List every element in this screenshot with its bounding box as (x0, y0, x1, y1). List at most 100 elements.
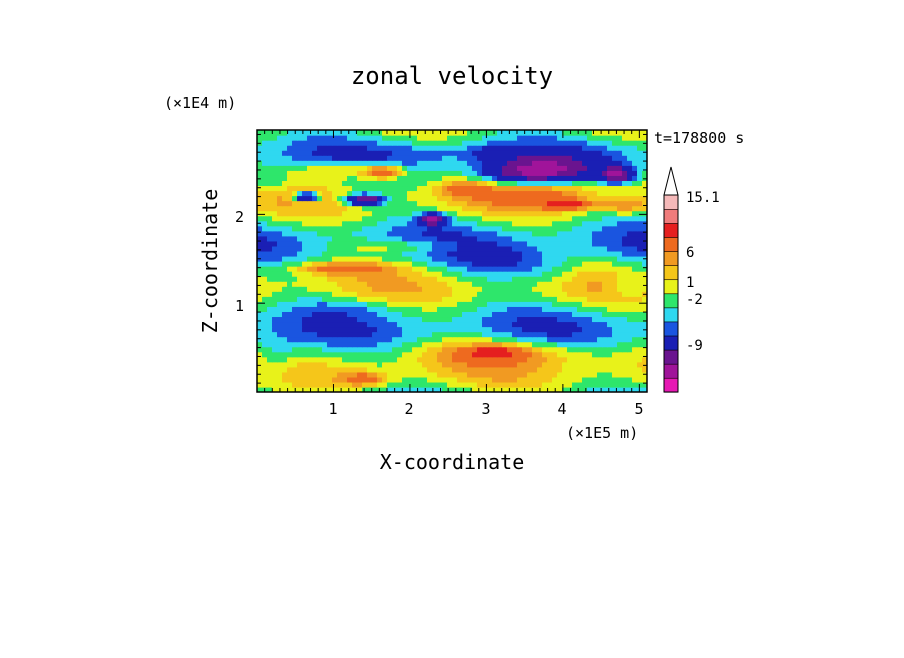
field-cell (512, 341, 518, 348)
field-cell (627, 220, 633, 227)
field-cell (627, 230, 633, 237)
field-cell (387, 225, 393, 232)
field-cell (307, 381, 313, 388)
field-cell (462, 175, 468, 181)
field-cell (287, 311, 293, 318)
field-cell (502, 336, 508, 343)
field-cell (322, 356, 328, 363)
field-cell (537, 190, 543, 197)
field-cell (297, 311, 303, 318)
field-cell (427, 225, 433, 232)
field-cell (562, 185, 568, 192)
field-cell (507, 311, 513, 318)
field-cell (502, 200, 508, 207)
field-cell (352, 255, 358, 262)
field-cell (522, 351, 528, 358)
field-cell (342, 145, 348, 151)
field-cell (392, 190, 398, 197)
field-cell (552, 225, 558, 232)
field-cell (517, 311, 523, 318)
field-cell (467, 250, 473, 257)
x-multiplier-label: (×1E5 m) (566, 424, 638, 442)
field-cell (382, 200, 388, 207)
field-cell (547, 371, 553, 378)
field-cell (437, 261, 443, 267)
field-cell (287, 210, 293, 217)
field-cell (427, 331, 433, 338)
field-cell (357, 376, 363, 383)
field-cell (547, 205, 553, 212)
field-cell (287, 276, 293, 282)
field-cell (507, 266, 513, 272)
field-cell (447, 190, 453, 197)
field-cell (462, 321, 468, 328)
field-cell (597, 155, 603, 161)
field-cell (412, 210, 418, 217)
field-cell (347, 185, 353, 192)
field-cell (622, 240, 628, 247)
field-cell (312, 250, 318, 257)
field-cell (527, 215, 533, 222)
field-cell (297, 346, 303, 353)
field-cell (592, 195, 598, 202)
field-cell (337, 321, 343, 328)
field-cell (302, 311, 308, 318)
field-cell (387, 150, 393, 156)
field-cell (352, 170, 358, 176)
field-cell (427, 220, 433, 227)
field-cell (397, 195, 403, 202)
field-cell (287, 376, 293, 383)
field-cell (477, 245, 483, 252)
field-cell (557, 130, 563, 136)
field-cell (322, 371, 328, 378)
field-cell (627, 261, 633, 267)
field-cell (477, 266, 483, 272)
field-cell (597, 240, 603, 247)
field-cell (447, 331, 453, 338)
field-cell (287, 281, 293, 287)
field-cell (512, 255, 518, 262)
field-cell (392, 175, 398, 181)
field-cell (552, 371, 558, 378)
field-cell (602, 225, 608, 232)
field-cell (632, 386, 638, 392)
field-cell (397, 356, 403, 363)
field-cell (632, 160, 638, 166)
field-cell (622, 296, 628, 302)
field-cell (417, 371, 423, 378)
field-cell (377, 356, 383, 363)
field-cell (602, 321, 608, 328)
field-cell (512, 356, 518, 363)
field-cell (572, 240, 578, 247)
field-cell (447, 140, 453, 146)
field-cell (532, 165, 538, 171)
field-cell (522, 371, 528, 378)
field-cell (292, 210, 298, 217)
field-cell (342, 215, 348, 222)
field-cell (382, 175, 388, 181)
field-cell (602, 301, 608, 307)
field-cell (457, 271, 463, 277)
field-cell (442, 376, 448, 383)
field-cell (317, 356, 323, 363)
field-cell (472, 175, 478, 181)
field-cell (527, 281, 533, 287)
field-cell (302, 215, 308, 222)
field-cell (367, 245, 373, 252)
field-cell (372, 291, 378, 297)
field-cell (332, 321, 338, 328)
field-cell (452, 240, 458, 247)
field-cell (537, 381, 543, 388)
field-cell (517, 235, 523, 242)
field-cell (552, 165, 558, 171)
field-cell (617, 235, 623, 242)
field-cell (377, 235, 383, 242)
field-cell (522, 306, 528, 312)
field-cell (472, 250, 478, 257)
field-cell (567, 130, 573, 136)
field-cell (317, 225, 323, 232)
field-cell (602, 386, 608, 392)
field-cell (592, 220, 598, 227)
field-cell (392, 326, 398, 333)
field-cell (542, 346, 548, 353)
